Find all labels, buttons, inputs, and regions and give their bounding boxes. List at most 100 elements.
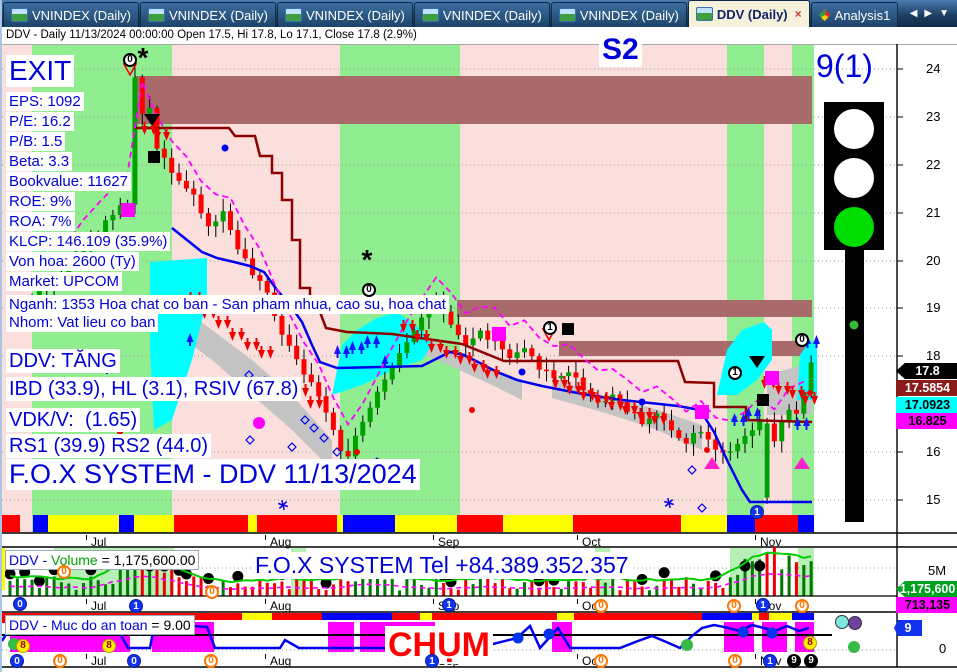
volume-pane-title: DDV - Volume = 1,175,600.00 (5, 550, 200, 570)
chart-canvas[interactable]: ** (2, 44, 957, 672)
price-tag: 1,175,600 (896, 581, 957, 597)
orange-zero-badge: 0 (204, 654, 218, 668)
month-tick (433, 599, 434, 604)
safety-pane-title: DDV - Muc do an toan = 9.00 (5, 615, 195, 635)
black-circle-badge: 0 (123, 53, 137, 67)
tab-scroll-right-icon[interactable]: ▶ (924, 8, 933, 19)
month-tick (577, 654, 578, 659)
stat-line: Market: UPCOM (6, 272, 123, 291)
tab-vnindex-daily-[interactable]: VNINDEX (Daily) (550, 2, 687, 27)
tab-menu-icon[interactable]: ▼ (939, 8, 949, 19)
month-label: Jul (91, 654, 107, 668)
price-tag: 17.0923 (896, 397, 957, 413)
month-tick (755, 654, 756, 659)
tab-label: VNINDEX (Daily) (442, 7, 542, 23)
tab-vnindex-daily-[interactable]: VNINDEX (Daily) (3, 2, 139, 27)
black-circle-badge: 0 (362, 283, 376, 297)
trend-label: DDV: TĂNG (6, 349, 120, 373)
s2-label: S2 (599, 33, 642, 67)
chum-label: CHỤM (385, 626, 493, 664)
tab-list: VNINDEX (Daily) VNINDEX (Daily) VNINDEX (D… (2, 0, 899, 27)
tab-vnindex-daily-[interactable]: VNINDEX (Daily) (276, 2, 413, 27)
title-part: DDV - Muc do an toan (9, 617, 148, 633)
stat-line: KLCP: 146.109 (35.9%) (6, 232, 171, 251)
blue-number-badge: 1 (750, 505, 764, 519)
price-tick-label: 24 (926, 61, 941, 76)
blue-number-badge: 0 (10, 654, 24, 668)
stat-line: P/E: 16.2 (6, 112, 74, 131)
tab-analysis1[interactable]: Analysis1 (810, 2, 899, 27)
month-tick (755, 535, 756, 540)
price-tick-label: 23 (926, 109, 941, 124)
price-tick-label: 16 (926, 444, 941, 459)
title-part: Volume (51, 552, 98, 568)
blue-number-badge: 1 (129, 599, 143, 613)
price-tag: 17.5854 (896, 380, 957, 396)
vdk-label: VDK/V: (1.65) (6, 408, 141, 432)
tab-nav-arrows: ◀ ▶ ▼ (910, 0, 957, 27)
price-tick-label: 19 (926, 300, 941, 315)
title-part: DDV - (9, 552, 51, 568)
group-label: Nhom: Vat lieu co ban (6, 313, 159, 332)
signal-count-label: 9(1) (816, 48, 873, 84)
month-tick (86, 599, 87, 604)
stat-line: EPS: 1092 (6, 92, 84, 111)
price-tag: 713,135 (896, 597, 957, 613)
chart-icon (11, 8, 28, 22)
price-tick-label: 18 (926, 348, 941, 363)
chart-title: DDV - Daily 11/13/2024 00:00:00 Open 17.… (6, 29, 417, 41)
indicators-label: IBD (33.9), HL (3.1), RSIV (67.8) (6, 377, 302, 401)
month-label: Aug (270, 535, 292, 549)
month-label: Jul (91, 535, 107, 549)
blue-number-badge: 1 (763, 654, 777, 668)
analysis-icon (818, 9, 831, 21)
month-label: Aug (270, 654, 292, 668)
chart-title-bar: DDV - Daily 11/13/2024 00:00:00 Open 17.… (2, 27, 957, 44)
month-tick (265, 654, 266, 659)
blue-number-badge: 1 (442, 598, 456, 612)
blue-number-badge: 0 (127, 654, 141, 668)
blue-number-badge: 0 (13, 597, 27, 611)
chart-icon (147, 8, 165, 22)
orange-zero-badge: 0 (727, 599, 741, 613)
orange-zero-badge: 0 (205, 585, 219, 599)
month-label: Sep (438, 535, 460, 549)
stat-line: ROE: 9% (6, 192, 75, 211)
safety-tag: 9 (894, 620, 922, 636)
month-tick (577, 535, 578, 540)
blue-number-badge: 1 (425, 654, 439, 668)
tab-label: DDV (Daily) (716, 6, 788, 22)
tab-vnindex-daily-[interactable]: VNINDEX (Daily) (413, 2, 550, 27)
tab-close-icon[interactable]: × (794, 7, 802, 21)
title-part: = 9.00 (147, 617, 191, 633)
month-tick (265, 599, 266, 604)
price-tag: 16.825 (896, 413, 957, 429)
tab-label: VNINDEX (Daily) (168, 7, 268, 23)
stat-line: Bookvalue: 11627 (6, 172, 131, 191)
stat-line: Beta: 3.3 (6, 152, 73, 171)
safety-axis-zero: 0 (939, 641, 947, 656)
month-tick (265, 535, 266, 540)
black-circle-badge: 1 (543, 321, 557, 335)
month-tick (755, 599, 756, 604)
rs-label: RS1 (39.9) RS2 (44.0) (6, 434, 211, 458)
orange-zero-badge: 0 (53, 654, 67, 668)
volume-axis-5m: 5M (928, 563, 947, 578)
month-tick (86, 654, 87, 659)
volume-watermark: F.O.X SYSTEM Tel +84.389.352.357 (252, 552, 632, 579)
exit-label: EXIT (6, 55, 75, 87)
stat-line: ROA: 7% (6, 212, 75, 231)
price-tick-label: 15 (926, 492, 941, 507)
month-tick (86, 535, 87, 540)
month-label: Nov (760, 535, 782, 549)
tab-label: VNINDEX (Daily) (305, 7, 405, 23)
yellow-eight-badge: 8 (803, 636, 817, 650)
tab-scroll-left-icon[interactable]: ◀ (909, 8, 918, 19)
yellow-eight-badge: 8 (102, 639, 116, 653)
tab-ddv-daily-[interactable]: DDV (Daily) × (687, 0, 810, 27)
orange-zero-badge: 0 (594, 654, 608, 668)
blue-number-badge: 1 (756, 598, 770, 612)
black-nine-badge: 9 (787, 654, 801, 668)
tab-vnindex-daily-[interactable]: VNINDEX (Daily) (139, 2, 276, 27)
